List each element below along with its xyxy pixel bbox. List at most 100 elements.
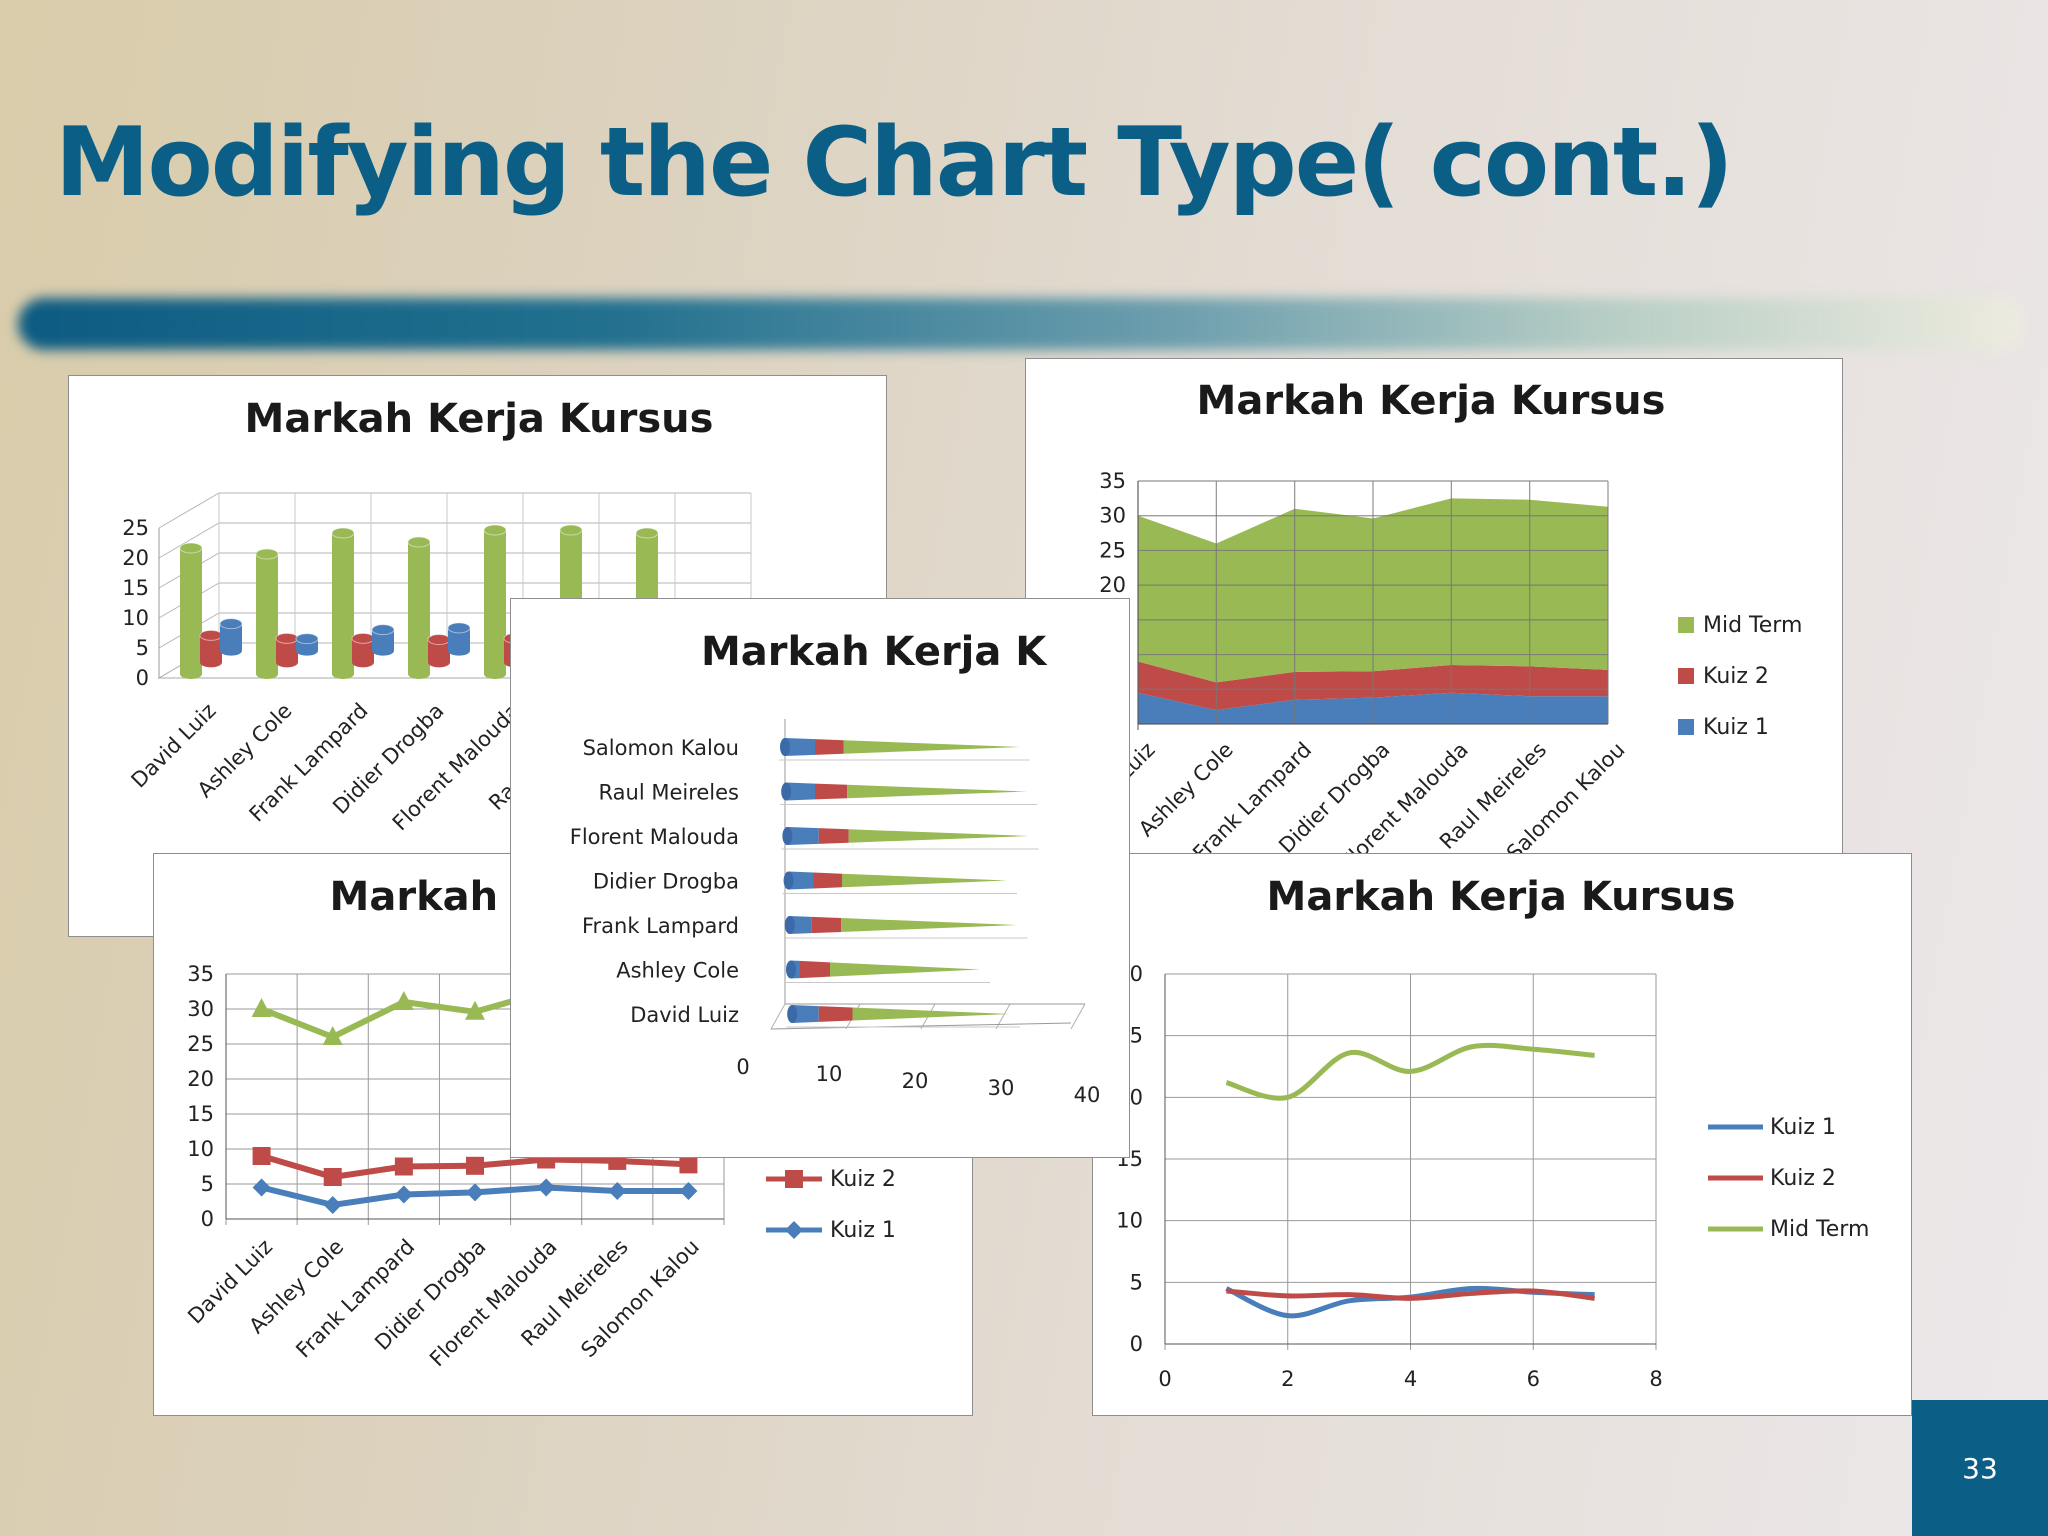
cone-segment bbox=[830, 962, 980, 977]
cone-base bbox=[781, 782, 792, 801]
legend-marker bbox=[785, 1170, 803, 1188]
chart-scatter[interactable]: Markah Kerja Kursus05101520253002468Kuiz… bbox=[1092, 853, 1912, 1416]
column-bar bbox=[200, 635, 222, 663]
slide-title: Modifying the Chart Type( cont.) bbox=[55, 108, 1734, 218]
category-label: Ashley Cole bbox=[616, 959, 739, 983]
line-marker bbox=[252, 1147, 271, 1165]
cone-base bbox=[786, 960, 796, 979]
column-bar-top bbox=[295, 633, 319, 645]
y-tick-label: 35 bbox=[187, 962, 214, 986]
y-tick-label: 10 bbox=[122, 606, 149, 630]
column-bar-base bbox=[200, 657, 222, 668]
cone-segment bbox=[789, 916, 812, 934]
chart-cone-svg: Markah Kerja K 0 10 20 30 40 Salomon Kalou Raul… bbox=[570, 629, 1101, 1107]
x-tick-label: 0 bbox=[736, 1055, 749, 1079]
chart-area-svg: Markah Kerja Kursus05101520253035David L… bbox=[1066, 378, 1803, 874]
cone-segment bbox=[785, 738, 815, 756]
column-bar-base bbox=[372, 645, 394, 656]
column-bar-base bbox=[180, 669, 202, 679]
line-marker bbox=[394, 1185, 413, 1204]
legend-label: Kuiz 2 bbox=[830, 1167, 896, 1192]
line-marker bbox=[251, 998, 272, 1017]
chart-cone[interactable]: Markah Kerja K 0 10 20 30 40 Salomon Kalou Raul… bbox=[510, 598, 1130, 1158]
line-marker bbox=[323, 1168, 342, 1186]
category-label: Frank Lampard bbox=[291, 1235, 419, 1363]
y-tick-label: 5 bbox=[1130, 1270, 1143, 1294]
category-label: Florent Malouda bbox=[570, 825, 739, 849]
column-bar bbox=[484, 530, 506, 674]
category-label: Didier Drogba bbox=[593, 870, 739, 894]
legend-swatch bbox=[1678, 719, 1694, 735]
column-bar bbox=[448, 627, 470, 651]
line-marker bbox=[394, 1157, 413, 1176]
y-tick-label: 20 bbox=[122, 546, 149, 570]
column-bar-base bbox=[352, 657, 374, 668]
column-bar-base bbox=[332, 669, 354, 679]
y-tick-label: 5 bbox=[136, 636, 149, 660]
line-marker bbox=[393, 991, 414, 1010]
line-marker bbox=[466, 1156, 484, 1175]
column-bar-top bbox=[635, 527, 659, 539]
category-label: Florent Malouda bbox=[425, 1235, 562, 1372]
cone-base bbox=[782, 827, 793, 845]
line-marker bbox=[679, 1182, 698, 1200]
x-tick-label: 30 bbox=[988, 1076, 1015, 1100]
y-tick-label: 20 bbox=[1099, 573, 1126, 597]
column-bar bbox=[352, 638, 374, 663]
column-bar-base bbox=[256, 669, 278, 679]
line-marker bbox=[537, 1178, 556, 1197]
column-bar-base bbox=[428, 657, 450, 668]
chart-title: Markah Kerja Kursus bbox=[245, 396, 714, 442]
column-bar-base bbox=[408, 669, 430, 679]
floor-gridline bbox=[1070, 1003, 1086, 1030]
cone-segment bbox=[800, 960, 830, 979]
cone-segment bbox=[843, 740, 1020, 754]
x-tick-label: 20 bbox=[902, 1069, 929, 1093]
cone-segment bbox=[841, 918, 1018, 932]
column-bar bbox=[332, 533, 354, 674]
legend-swatch bbox=[1678, 668, 1694, 684]
y-tick-label: 25 bbox=[122, 516, 149, 540]
title-accent-bar bbox=[18, 298, 2023, 350]
column-bar-top bbox=[179, 542, 203, 554]
cone-segment bbox=[815, 783, 848, 800]
x-tick-label: 10 bbox=[816, 1062, 843, 1086]
y-tick-label: 25 bbox=[187, 1032, 214, 1056]
y-tick-label: 15 bbox=[122, 576, 149, 600]
line-marker bbox=[608, 1182, 627, 1200]
y-tick-label: 20 bbox=[187, 1067, 214, 1091]
cone-segment bbox=[813, 872, 842, 889]
x-tick-label: 2 bbox=[1281, 1367, 1294, 1391]
x-tick-label: 8 bbox=[1649, 1367, 1662, 1391]
column-bar-top bbox=[275, 632, 299, 644]
x-tick-label: 4 bbox=[1404, 1367, 1417, 1391]
cone-segment bbox=[848, 829, 1029, 843]
line-marker bbox=[465, 1000, 485, 1020]
column-bar-base bbox=[220, 645, 242, 656]
cone-segment bbox=[811, 916, 842, 934]
line-marker bbox=[322, 1026, 343, 1045]
legend-label: Mid Term bbox=[1703, 613, 1802, 638]
chart-scatter-svg: Markah Kerja Kursus05101520253002468Kuiz… bbox=[1116, 874, 1869, 1391]
cone-segment bbox=[792, 1005, 819, 1023]
cone-segment bbox=[852, 1007, 1010, 1021]
cone-segment bbox=[815, 739, 844, 755]
column-bar bbox=[372, 629, 394, 651]
column-bar bbox=[408, 542, 430, 674]
cone-segment bbox=[787, 827, 819, 845]
x-tick-label: 40 bbox=[1074, 1083, 1101, 1107]
chart-area[interactable]: Markah Kerja Kursus05101520253035David L… bbox=[1025, 358, 1843, 920]
column-bar-top bbox=[559, 524, 583, 536]
column-bar-top bbox=[351, 632, 375, 644]
column-bar-top bbox=[483, 524, 507, 536]
y-tick-label: 0 bbox=[136, 666, 149, 690]
legend-label: Kuiz 2 bbox=[1703, 664, 1769, 689]
line-marker bbox=[466, 1183, 484, 1202]
cone-base bbox=[783, 871, 794, 890]
column-bar-base bbox=[276, 657, 298, 668]
y-tick-label: 0 bbox=[1130, 1332, 1143, 1356]
floor-gridline bbox=[770, 1003, 786, 1030]
column-bar bbox=[276, 638, 298, 663]
legend-label: Kuiz 1 bbox=[1770, 1115, 1836, 1140]
column-bar bbox=[180, 548, 202, 674]
